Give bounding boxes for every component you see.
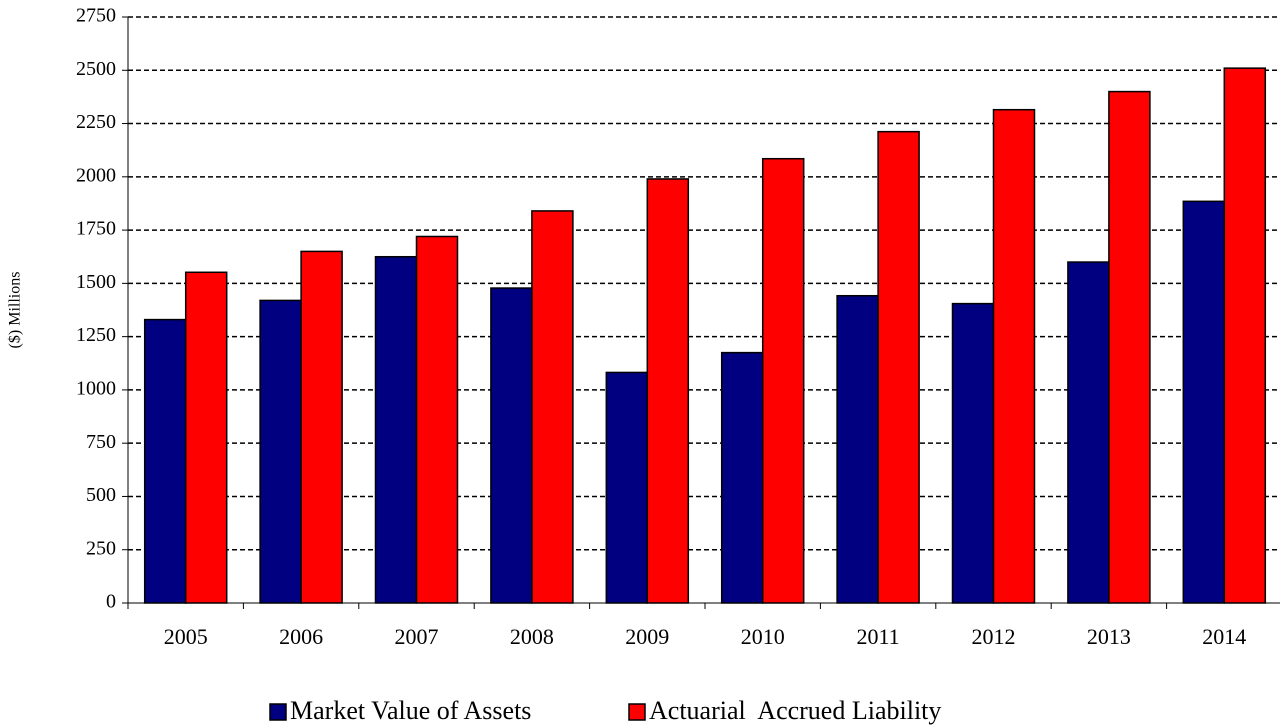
bar <box>374 255 418 604</box>
bar <box>1108 90 1151 604</box>
bar <box>143 318 187 604</box>
y-tick-label: 1000 <box>76 378 116 400</box>
bar <box>259 299 302 604</box>
x-tick-label: 2007 <box>395 624 439 649</box>
y-tick-label: 2500 <box>76 58 116 80</box>
x-tick-label: 2008 <box>510 624 554 649</box>
bar <box>1223 67 1267 604</box>
x-tick-label: 2009 <box>625 624 669 649</box>
bar <box>184 271 228 604</box>
bar <box>415 235 459 604</box>
bar <box>1067 261 1110 604</box>
y-tick-label: 500 <box>86 484 116 506</box>
y-tick-label: 2250 <box>76 111 116 133</box>
bar <box>720 351 764 604</box>
y-tick-label: 250 <box>86 537 116 559</box>
x-tick-label: 2010 <box>741 624 785 649</box>
y-tick-label: 1750 <box>76 218 116 240</box>
x-tick-label: 2012 <box>972 624 1016 649</box>
bar <box>951 302 995 604</box>
bar <box>877 130 920 604</box>
y-tick-label: 1250 <box>76 324 116 346</box>
y-tick-label: 1500 <box>76 271 116 293</box>
y-tick-label: 2750 <box>76 5 116 27</box>
bar <box>992 108 1036 604</box>
x-tick-label: 2006 <box>279 624 323 649</box>
x-tick-label: 2005 <box>164 624 208 649</box>
bar <box>531 210 574 604</box>
x-tick-label: 2014 <box>1202 624 1246 649</box>
x-tick-label: 2013 <box>1087 624 1131 649</box>
bar <box>646 178 690 604</box>
bar <box>836 294 879 604</box>
legend-swatch <box>269 703 287 721</box>
x-tick-label: 2011 <box>857 624 900 649</box>
y-tick-label: 0 <box>106 591 116 613</box>
legend-label: Market Value of Assets <box>290 696 531 725</box>
bar <box>1182 200 1226 604</box>
bar <box>605 371 649 604</box>
legend-swatch <box>628 703 646 721</box>
y-axis-label: ($) Millions <box>7 272 24 349</box>
legend-label: Actuarial Accrued Liability <box>649 696 941 725</box>
y-tick-label: 2000 <box>76 164 116 186</box>
bar <box>490 287 533 604</box>
bar <box>761 157 805 604</box>
y-tick-label: 750 <box>86 431 116 453</box>
bar <box>300 250 343 604</box>
